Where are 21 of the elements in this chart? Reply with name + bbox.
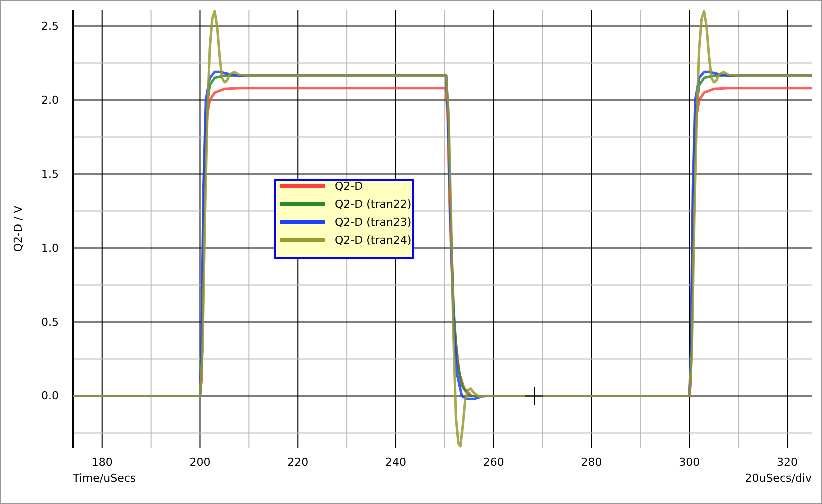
x-tick-label: 220 [288, 456, 309, 469]
x-tick-label: 240 [386, 456, 407, 469]
y-tick-label: 1.5 [42, 168, 59, 181]
legend-label: Q2-D (tran24) [335, 234, 412, 247]
x-tick-label: 200 [190, 456, 211, 469]
text: 20uSecs/div [745, 472, 812, 485]
x-tick-label: 320 [777, 456, 798, 469]
y-axis-title: Q2-D / V [12, 205, 25, 252]
x-tick-label: 280 [581, 456, 602, 469]
y-tick-label: 2.5 [42, 20, 59, 33]
legend-label: Q2-D (tran23) [335, 216, 412, 229]
x-tick-label: 260 [483, 456, 504, 469]
x-tick-label: 180 [92, 456, 113, 469]
x-axis-title: Time/uSecs [72, 472, 136, 485]
legend-label: Q2-D (tran22) [335, 198, 412, 211]
y-tick-label: 1.0 [42, 242, 59, 255]
y-tick-label: 0.0 [42, 390, 59, 403]
legend-label: Q2-D [335, 180, 364, 193]
y-tick-label: 2.0 [42, 94, 59, 107]
y-tick-label: 0.5 [42, 316, 59, 329]
x-tick-label: 300 [679, 456, 700, 469]
